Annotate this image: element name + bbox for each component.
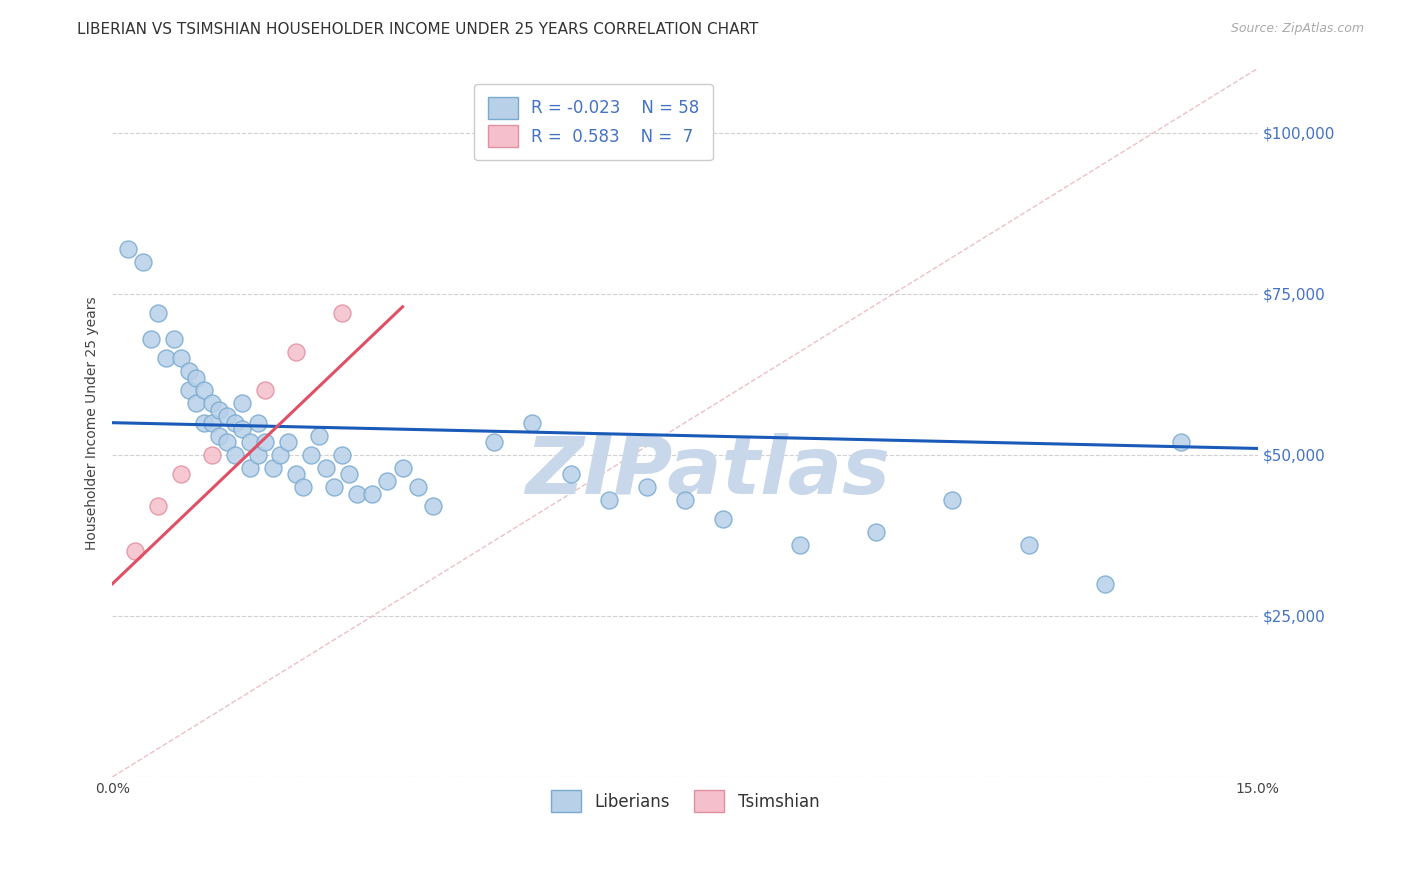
Point xyxy=(284,344,307,359)
Point xyxy=(560,467,582,482)
Point xyxy=(186,396,208,410)
Point xyxy=(155,351,177,366)
Legend: Liberians, Tsimshian: Liberians, Tsimshian xyxy=(537,777,832,825)
Point xyxy=(1170,435,1192,450)
Point xyxy=(148,500,170,514)
Point xyxy=(254,435,277,450)
Point xyxy=(1094,576,1116,591)
Point xyxy=(239,460,262,475)
Point xyxy=(139,332,162,346)
Point xyxy=(406,480,429,494)
Point xyxy=(673,493,696,508)
Point xyxy=(246,416,269,430)
Point xyxy=(865,525,887,540)
Point xyxy=(132,254,155,268)
Text: LIBERIAN VS TSIMSHIAN HOUSEHOLDER INCOME UNDER 25 YEARS CORRELATION CHART: LIBERIAN VS TSIMSHIAN HOUSEHOLDER INCOME… xyxy=(77,22,759,37)
Point xyxy=(231,422,253,436)
Text: ZIPatlas: ZIPatlas xyxy=(526,434,890,511)
Point xyxy=(208,402,231,417)
Point xyxy=(269,448,291,462)
Point xyxy=(162,332,184,346)
Point xyxy=(201,416,224,430)
Point xyxy=(117,242,139,256)
Point xyxy=(277,435,299,450)
Point xyxy=(598,493,620,508)
Point xyxy=(239,435,262,450)
Point xyxy=(322,480,344,494)
Point xyxy=(1018,538,1040,552)
Point xyxy=(346,486,368,500)
Point xyxy=(636,480,658,494)
Point xyxy=(361,486,384,500)
Point xyxy=(215,409,238,424)
Point xyxy=(789,538,811,552)
Point xyxy=(215,435,238,450)
Point xyxy=(422,500,444,514)
Point xyxy=(208,428,231,442)
Point xyxy=(330,306,353,320)
Point xyxy=(330,448,353,462)
Point xyxy=(315,460,337,475)
Point xyxy=(170,467,193,482)
Point xyxy=(254,384,277,398)
Point xyxy=(711,512,734,526)
Point xyxy=(186,370,208,384)
Point xyxy=(246,448,269,462)
Point xyxy=(262,460,284,475)
Point xyxy=(124,544,146,558)
Point xyxy=(231,396,253,410)
Point xyxy=(201,396,224,410)
Point xyxy=(193,384,215,398)
Point xyxy=(308,428,330,442)
Point xyxy=(148,306,170,320)
Point xyxy=(201,448,224,462)
Point xyxy=(224,416,246,430)
Point xyxy=(522,416,544,430)
Point xyxy=(170,351,193,366)
Point xyxy=(292,480,315,494)
Text: Source: ZipAtlas.com: Source: ZipAtlas.com xyxy=(1230,22,1364,36)
Point xyxy=(391,460,413,475)
Point xyxy=(299,448,322,462)
Point xyxy=(375,474,398,488)
Point xyxy=(482,435,505,450)
Point xyxy=(941,493,963,508)
Point xyxy=(284,467,307,482)
Point xyxy=(177,384,200,398)
Point xyxy=(177,364,200,378)
Point xyxy=(193,416,215,430)
Y-axis label: Householder Income Under 25 years: Householder Income Under 25 years xyxy=(86,296,100,549)
Point xyxy=(337,467,360,482)
Point xyxy=(224,448,246,462)
